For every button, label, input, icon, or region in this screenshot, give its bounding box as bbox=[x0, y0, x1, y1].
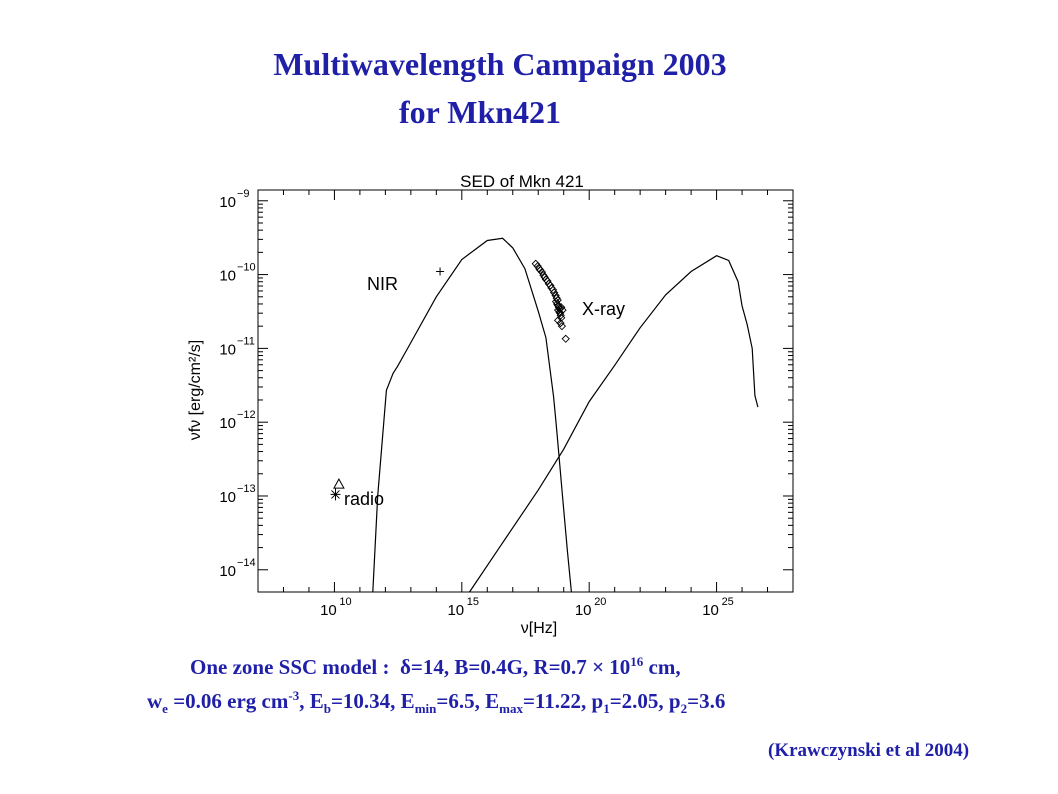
title-line-1: Multiwavelength Campaign 2003 bbox=[273, 46, 727, 82]
model-params: =14, B=0.4G, R=0.7 bbox=[410, 655, 587, 679]
nir-plus-point bbox=[436, 267, 445, 276]
eb-sep: , E bbox=[299, 689, 324, 713]
xray-diamond-point bbox=[558, 305, 567, 315]
y-tick-exponent: −13 bbox=[237, 483, 256, 495]
x-axis: 10 10 10 15 10 20 10 25 bbox=[282, 190, 769, 619]
emin-sub: min bbox=[414, 701, 437, 717]
annotation-xray: X-ray bbox=[582, 299, 625, 319]
emax-value: =11.22, p bbox=[522, 689, 604, 713]
x-tick-label: 10 bbox=[320, 602, 337, 619]
y-tick-exponent: −14 bbox=[237, 557, 256, 569]
xray-diamond-point bbox=[561, 334, 570, 343]
radio-asterisk-point bbox=[330, 488, 341, 501]
emin-value: =6.5, E bbox=[436, 689, 500, 713]
y-tick-label: 10 bbox=[219, 268, 236, 285]
model-prefix: One zone SSC model : bbox=[190, 655, 390, 679]
chart-title: SED of Mkn 421 bbox=[460, 172, 584, 191]
y-axis-label: νfν [erg/cm²/s] bbox=[187, 340, 204, 440]
y-tick-exponent: −11 bbox=[237, 335, 255, 347]
xray-diamond-point bbox=[537, 267, 547, 277]
r-exponent: 16 bbox=[630, 654, 644, 669]
annotation-radio: radio bbox=[344, 489, 384, 509]
x-tick-label: 10 bbox=[702, 602, 719, 619]
emax-sub: max bbox=[499, 701, 523, 717]
eb-value: =10.34, E bbox=[330, 689, 415, 713]
we-exp: -3 bbox=[288, 688, 300, 703]
x-tick-exponent: 20 bbox=[594, 596, 606, 608]
model-curves bbox=[372, 237, 759, 593]
p1-value: =2.05, p bbox=[609, 689, 681, 713]
xray-diamond-point bbox=[549, 288, 559, 297]
xray-diamond-point bbox=[548, 285, 558, 295]
xray-diamond-point bbox=[552, 293, 561, 303]
we-value: =0.06 erg cm bbox=[173, 689, 289, 713]
citation: (Krawczynski et al 2004) bbox=[768, 740, 970, 761]
synchrotron-curve bbox=[372, 237, 572, 593]
xray-diamond-point bbox=[557, 303, 566, 312]
x-tick-label: 10 bbox=[575, 602, 592, 619]
y-tick-label: 10 bbox=[219, 341, 236, 358]
x-tick-exponent: 15 bbox=[467, 596, 479, 608]
xray-diamond-point bbox=[555, 309, 565, 318]
x-tick-exponent: 10 bbox=[339, 596, 351, 608]
we-symbol: w bbox=[147, 689, 163, 713]
y-tick-label: 10 bbox=[219, 415, 236, 432]
x-axis-label: ν[Hz] bbox=[521, 620, 557, 637]
p1-sub: 1 bbox=[603, 701, 610, 717]
r-unit: cm, bbox=[648, 655, 681, 679]
data-markers bbox=[330, 259, 570, 501]
model-line-2: we =0.06 erg cm-3, Eb=10.34, Emin=6.5, E… bbox=[147, 688, 725, 717]
we-sub: e bbox=[162, 701, 168, 717]
xray-diamond-point bbox=[557, 322, 567, 331]
y-tick-exponent: −9 bbox=[237, 188, 250, 200]
p2-value: =3.6 bbox=[687, 689, 726, 713]
plot-frame bbox=[257, 189, 794, 593]
x-tick-exponent: 25 bbox=[722, 596, 734, 608]
times-symbol: × bbox=[592, 655, 605, 679]
xray-diamond-point bbox=[551, 297, 561, 306]
xray-diamond-point bbox=[556, 318, 565, 328]
y-tick-exponent: −12 bbox=[237, 409, 256, 421]
y-tick-label: 10 bbox=[219, 194, 236, 211]
y-tick-label: 10 bbox=[219, 489, 236, 506]
eb-sub: b bbox=[323, 701, 331, 717]
r-base: 10 bbox=[609, 655, 631, 679]
y-tick-label: 10 bbox=[219, 563, 236, 580]
inverse-compton-curve bbox=[469, 255, 759, 593]
delta-symbol: δ bbox=[400, 655, 411, 679]
y-tick-exponent: −10 bbox=[237, 262, 256, 274]
model-line-1: One zone SSC model : δ=14, B=0.4G, R=0.7… bbox=[190, 654, 681, 680]
radio-triangle-point bbox=[333, 478, 345, 489]
x-tick-label: 10 bbox=[447, 602, 464, 619]
annotation-nir: NIR bbox=[367, 274, 398, 294]
title-line-2: for Mkn421 bbox=[398, 94, 562, 130]
p2-sub: 2 bbox=[680, 701, 688, 717]
